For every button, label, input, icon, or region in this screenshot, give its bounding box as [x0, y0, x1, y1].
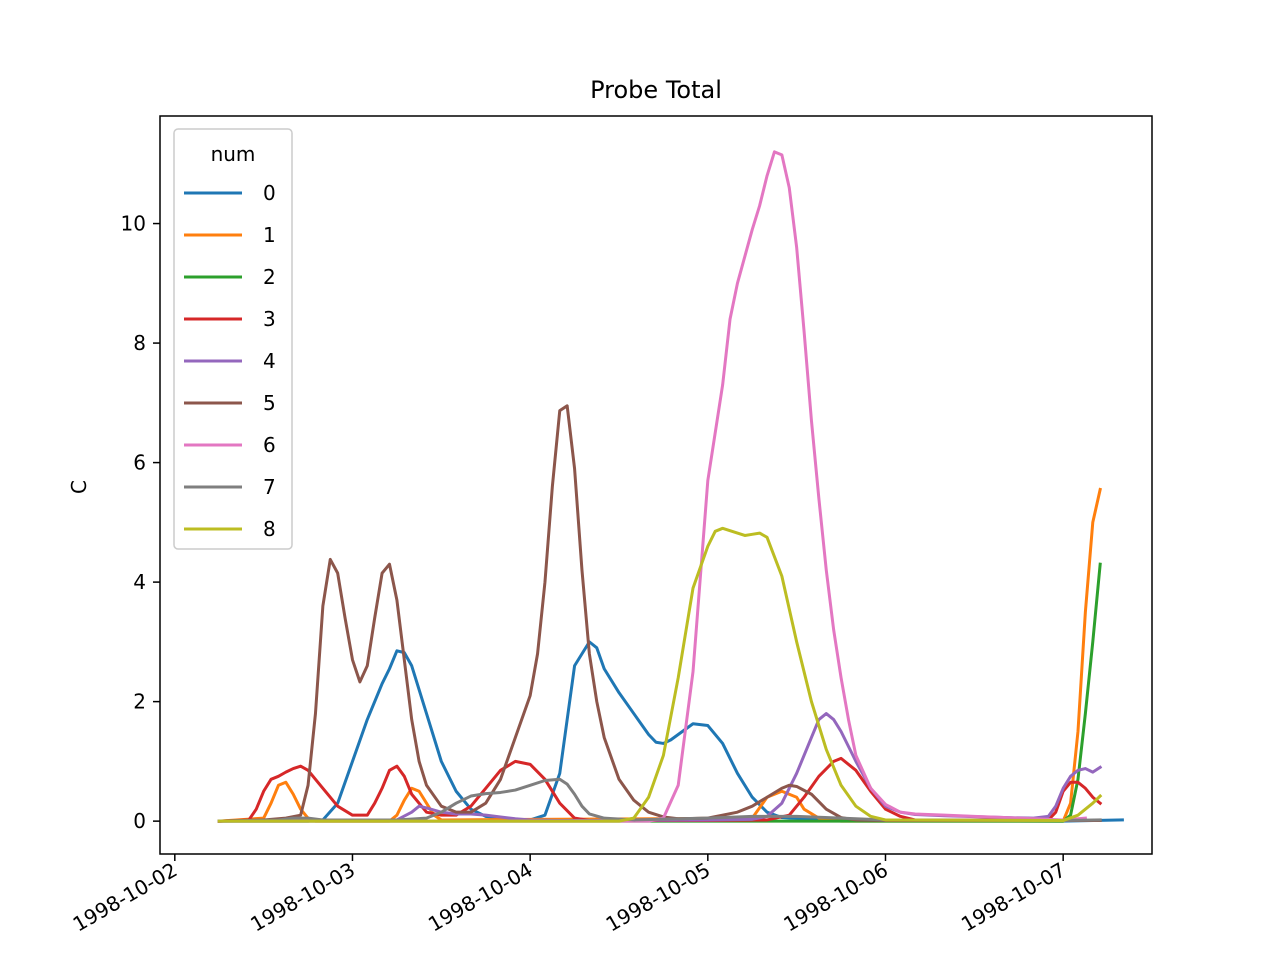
y-tick-label: 6 — [133, 451, 146, 475]
legend-label-2: 2 — [263, 265, 276, 289]
legend-label-0: 0 — [263, 181, 276, 205]
legend-label-8: 8 — [263, 517, 276, 541]
series-line-4 — [217, 712, 1103, 823]
y-tick-label: 10 — [121, 212, 146, 236]
y-tick-label: 8 — [133, 331, 146, 355]
y-tick-label: 2 — [133, 690, 146, 714]
series-line-8 — [217, 526, 1103, 823]
series-line-0 — [217, 640, 1124, 823]
legend-label-5: 5 — [263, 391, 276, 415]
legend-label-4: 4 — [263, 349, 276, 373]
legend-label-1: 1 — [263, 223, 276, 247]
y-tick-label: 0 — [133, 809, 146, 833]
chart-title: Probe Total — [590, 76, 722, 104]
plot-lines — [217, 150, 1124, 823]
plot-frame — [159, 115, 1153, 855]
legend-title: num — [211, 142, 256, 166]
series-line-3 — [217, 756, 1103, 823]
legend: num 0 1 2 3 4 5 6 7 8 — [173, 128, 293, 550]
series-line-5 — [217, 404, 1102, 823]
series-line-6 — [217, 150, 1087, 823]
legend-label-7: 7 — [263, 475, 276, 499]
legend-label-3: 3 — [263, 307, 276, 331]
y-axis-label: C — [67, 480, 91, 494]
y-tick-label: 4 — [133, 570, 146, 594]
legend-label-6: 6 — [263, 433, 276, 457]
